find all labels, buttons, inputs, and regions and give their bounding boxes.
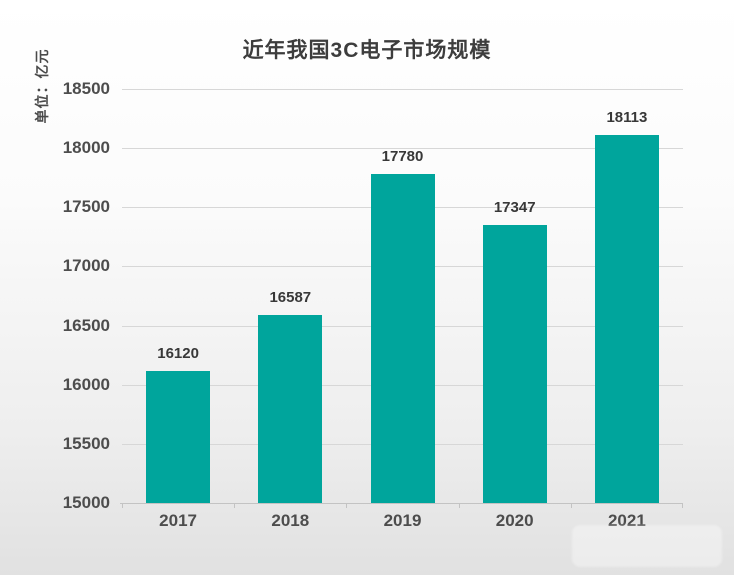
- bar: [594, 134, 659, 503]
- gridline: [122, 89, 683, 90]
- gridline: [122, 148, 683, 150]
- x-axis-tick: [458, 503, 460, 508]
- x-tick-label: 2018: [271, 511, 310, 530]
- bar-value-label: 18113: [606, 108, 648, 126]
- x-axis-tick: [682, 503, 683, 508]
- y-tick-label: 15500: [62, 433, 110, 453]
- bar-value-label: 16587: [269, 289, 312, 307]
- bar-value-label: 17347: [493, 199, 536, 217]
- bar-value-label: 16120: [157, 344, 199, 362]
- x-axis-tick: [234, 503, 236, 508]
- plot-area: 15000 15500 16000 16500 17000 17500 18000 18500…: [63, 79, 683, 530]
- x-tick-label: 2021: [607, 511, 646, 530]
- y-tick-label: 17500: [62, 197, 110, 217]
- x-tick-label: 2020: [495, 511, 534, 530]
- y-tick-label: 18500: [62, 79, 110, 98]
- x-axis-tick: [570, 503, 572, 508]
- x-axis-tick: [122, 503, 123, 508]
- bar: [370, 174, 435, 503]
- y-tick-label: 15000: [62, 493, 110, 512]
- y-tick-label: 18000: [62, 138, 110, 158]
- x-tick-label: 2019: [383, 511, 422, 530]
- bar: [482, 225, 547, 503]
- x-axis-tick: [346, 503, 348, 508]
- bar: [146, 370, 211, 503]
- x-axis-line: [120, 503, 683, 504]
- x-tick-label: 2017: [159, 511, 198, 530]
- y-tick-label: 16500: [62, 315, 110, 335]
- bar: [258, 315, 323, 503]
- chart-title: 近年我国3C电子市场规模: [242, 39, 492, 62]
- y-axis-unit-label: 单位：亿元: [34, 48, 50, 124]
- bar-value-label: 17780: [381, 148, 424, 166]
- watermark: [572, 525, 722, 567]
- y-tick-label: 16000: [62, 374, 110, 394]
- y-tick-label: 17000: [62, 256, 110, 276]
